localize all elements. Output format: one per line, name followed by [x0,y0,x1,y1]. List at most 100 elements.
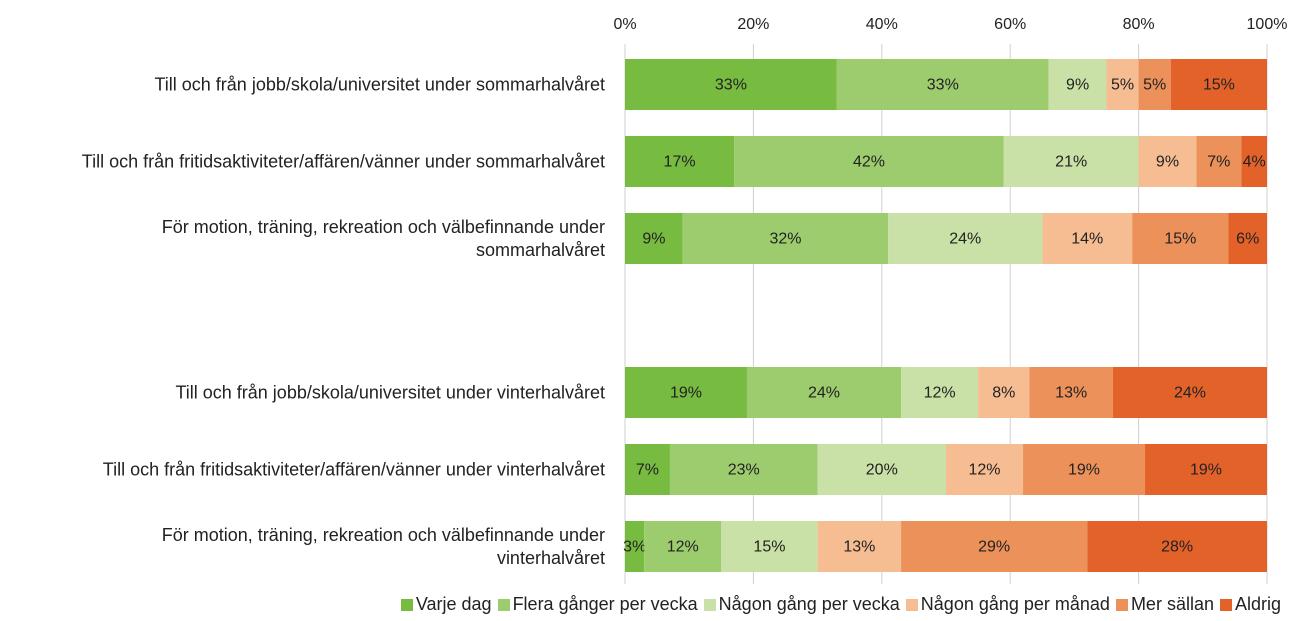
data-label: 24% [1174,385,1206,402]
bar-segment [946,444,1024,495]
data-label: 13% [843,539,875,556]
legend-item: Mer sällan [1115,594,1214,615]
bar-segment [1003,136,1139,187]
bar-segment [901,521,1088,572]
data-label: 12% [667,539,699,556]
x-tick-label: 0% [613,16,636,33]
bar-segment [1228,213,1267,264]
bar-segment [746,367,902,418]
data-label: 24% [949,231,981,248]
legend-label: Aldrig [1234,594,1281,614]
bar-segment [625,213,683,264]
bar-segment [734,136,1004,187]
data-label: 9% [1156,154,1179,171]
data-label: 28% [1161,539,1193,556]
data-label: 7% [636,462,659,479]
legend-swatch [400,598,413,611]
data-label: 17% [664,154,696,171]
data-label: 13% [1055,385,1087,402]
bar-segment [817,444,946,495]
data-label: 14% [1071,231,1103,248]
data-label: 4% [1243,154,1266,171]
bar-segment [836,59,1049,110]
data-label: 15% [1203,77,1235,94]
bar-segment [625,367,747,418]
data-label: 5% [1111,77,1134,94]
bar-segment [888,213,1043,264]
data-label: 19% [1068,462,1100,479]
data-label: 9% [642,231,665,248]
bar-segment [1241,136,1267,187]
bar-segment [1042,213,1133,264]
data-label: 33% [927,77,959,94]
data-label: 19% [1190,462,1222,479]
bar-segment [1048,59,1107,110]
bar-segment [1029,367,1113,418]
x-tick-label: 40% [866,16,898,33]
data-label: 23% [728,462,760,479]
data-label: 20% [866,462,898,479]
legend-label: Varje dag [415,594,492,614]
category-label: Till och från jobb/skola/universitet und… [154,74,605,94]
data-label: 42% [853,154,885,171]
bar-segment [1112,367,1267,418]
category-label: För motion, träning, rekreation och välb… [161,216,605,260]
legend-swatch [1115,598,1128,611]
bar-segment [1106,59,1139,110]
legend-item: Någon gång per månad [905,594,1110,615]
legend-item: Någon gång per vecka [703,594,900,615]
legend-swatch [905,598,918,611]
data-label: 15% [1164,231,1196,248]
bar-segment [1023,444,1146,495]
data-label: 15% [753,539,785,556]
legend-item: Varje dag [400,594,492,615]
legend-swatch [703,598,716,611]
data-label: 33% [715,77,747,94]
bar-segment [1087,521,1267,572]
legend-label: Någon gång per vecka [718,594,900,614]
bar-segment [669,444,818,495]
data-label: 7% [1207,154,1230,171]
data-label: 3% [623,539,646,556]
bar-segment [625,444,670,495]
bar-segment [721,521,818,572]
legend-swatch [1219,598,1232,611]
bar-segment [1170,59,1267,110]
data-label: 12% [969,462,1001,479]
bar-segment [817,521,902,572]
x-tick-label: 100% [1247,16,1288,33]
bar-segment [1138,59,1171,110]
data-label: 19% [670,385,702,402]
bar-segment [1138,136,1197,187]
legend-label: Någon gång per månad [920,594,1110,614]
bar-segment [644,521,722,572]
bar-segment [1196,136,1242,187]
data-label: 24% [808,385,840,402]
data-label: 9% [1066,77,1089,94]
category-label: Till och från fritidsaktiviteter/affären… [102,459,605,479]
legend-label: Mer sällan [1130,594,1214,614]
data-label: 32% [769,231,801,248]
legend: Varje dag Flera gånger per vecka Någon gån… [400,594,1281,615]
bar-segment [901,367,979,418]
bar-segment [625,521,645,572]
data-label: 6% [1236,231,1259,248]
category-label: För motion, träning, rekreation och välb… [161,524,605,568]
data-label: 8% [992,385,1015,402]
x-tick-label: 20% [737,16,769,33]
category-label: Till och från fritidsaktiviteter/affären… [81,151,605,171]
bar-segment [625,136,735,187]
data-label: 5% [1143,77,1166,94]
bar-segment [625,59,837,110]
bar-segment [1132,213,1229,264]
legend-label: Flera gånger per vecka [512,594,698,614]
x-tick-label: 60% [994,16,1026,33]
category-label: Till och från jobb/skola/universitet und… [175,382,605,402]
bar-segment [1145,444,1267,495]
data-label: 12% [924,385,956,402]
legend-item: Flera gånger per vecka [497,594,698,615]
data-label: 29% [978,539,1010,556]
data-label: 21% [1055,154,1087,171]
